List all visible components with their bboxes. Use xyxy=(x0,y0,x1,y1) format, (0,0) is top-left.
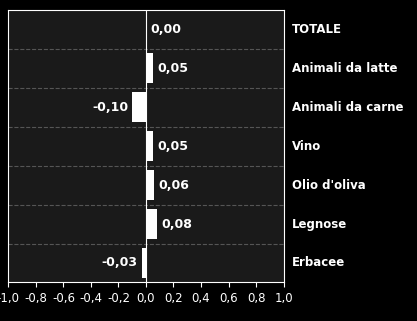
Text: 0,00: 0,00 xyxy=(150,22,181,36)
Text: 0,06: 0,06 xyxy=(158,178,189,192)
Text: 0,05: 0,05 xyxy=(157,62,188,74)
Bar xyxy=(132,92,146,122)
Text: Animali da latte: Animali da latte xyxy=(292,62,397,74)
Bar xyxy=(146,54,153,83)
Text: Animali da carne: Animali da carne xyxy=(292,100,403,114)
Text: Vino: Vino xyxy=(292,140,321,152)
Bar xyxy=(146,209,157,239)
Text: TOTALE: TOTALE xyxy=(292,22,342,36)
Text: -0,10: -0,10 xyxy=(92,100,128,114)
Text: 0,08: 0,08 xyxy=(161,218,192,230)
Text: 0,05: 0,05 xyxy=(157,140,188,152)
Bar xyxy=(146,131,153,161)
Text: Legnose: Legnose xyxy=(292,218,347,230)
Text: Olio d'oliva: Olio d'oliva xyxy=(292,178,366,192)
Bar xyxy=(146,170,154,200)
Bar xyxy=(142,248,146,278)
Text: -0,03: -0,03 xyxy=(102,256,138,270)
Text: Erbacee: Erbacee xyxy=(292,256,345,270)
